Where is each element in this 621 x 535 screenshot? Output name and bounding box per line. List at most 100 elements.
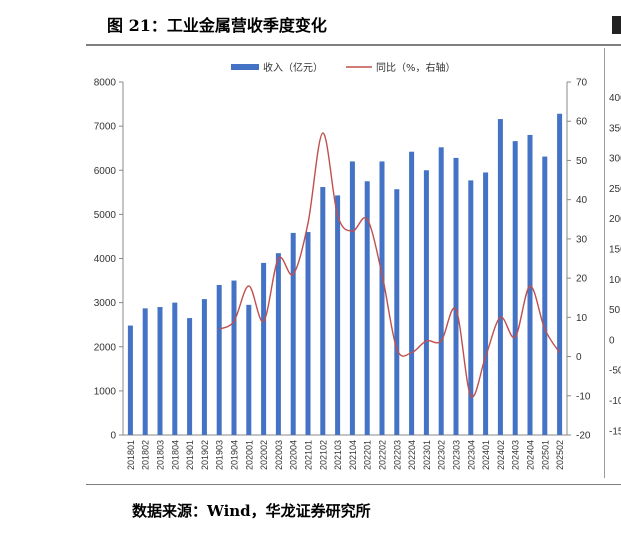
bar-2021Q4 (349, 161, 355, 435)
x-tick-label: 202001 (244, 440, 254, 470)
bar-2020Q3 (275, 253, 281, 435)
adjacent-tick-label: -100 (609, 396, 621, 407)
bar-2019Q4 (231, 280, 237, 435)
x-tick-label: 202202 (378, 440, 388, 470)
legend-bar-swatch (231, 64, 259, 70)
line-series (218, 132, 561, 398)
x-tick-label: 202301 (422, 440, 432, 470)
legend-bar-label: 收入（亿元） (263, 61, 323, 74)
figure-title: 图 21：工业金属营收季度变化 (107, 16, 327, 35)
x-tick-label: 202104 (348, 440, 358, 470)
left-tick-label: 8000 (94, 78, 117, 89)
adjacent-tick-label: 150 (609, 245, 621, 256)
right-tick-label: 70 (576, 78, 588, 89)
bar-2018Q4 (172, 302, 178, 436)
bar-2020Q4 (290, 232, 296, 435)
bar-2025Q1 (542, 156, 548, 435)
x-tick-label: 201904 (230, 440, 240, 470)
bar-series (127, 113, 563, 436)
x-tick-label: 201803 (156, 440, 166, 470)
right-tick-label: 20 (576, 274, 588, 285)
bar-2022Q2 (379, 161, 385, 435)
x-tick-label: 202404 (526, 440, 536, 470)
x-tick-label: 202502 (555, 440, 565, 470)
x-tick-label: 202102 (318, 440, 328, 470)
x-tick-label: 202303 (452, 440, 462, 470)
bar-2021Q2 (320, 187, 326, 435)
bar-2018Q3 (157, 307, 163, 435)
adjacent-figure-title-fragment (612, 16, 621, 34)
bar-2023Q2 (438, 147, 444, 435)
bar-2022Q3 (394, 189, 400, 435)
x-tick-label: 201801 (126, 440, 136, 470)
right-tick-label: 0 (576, 352, 582, 363)
x-tick-label: 201902 (200, 440, 210, 470)
right-tick-label: -20 (576, 431, 591, 442)
bar-2022Q4 (409, 151, 415, 435)
x-tick-label: 202101 (304, 440, 314, 470)
bar-2022Q1 (364, 181, 370, 435)
bar-2019Q2 (201, 299, 207, 435)
x-axis-ticks: 201801 201802 201803 201804 201901 201902 2019… (126, 440, 565, 470)
x-tick-label: 202003 (274, 440, 284, 470)
x-tick-label: 202501 (540, 440, 550, 470)
left-tick-label: 4000 (94, 254, 117, 265)
bottom-rule (86, 484, 621, 485)
x-tick-label: 202304 (466, 440, 476, 470)
x-tick-label: 202103 (333, 440, 343, 470)
x-tick-label: 202403 (511, 440, 521, 470)
right-tick-label: 60 (576, 117, 588, 128)
right-axis-ticks: -20 -10 0 10 20 30 40 50 60 70 (567, 78, 591, 442)
right-tick-label: 50 (576, 156, 588, 167)
bar-2023Q4 (468, 180, 474, 435)
x-tick-label: 202203 (392, 440, 402, 470)
adjacent-tick-label: 350 (609, 123, 621, 134)
right-tick-label: 30 (576, 234, 588, 245)
x-tick-label: 202004 (289, 440, 299, 470)
adjacent-tick-label: 50 (609, 305, 621, 316)
legend-line-label: 同比（%，右轴） (376, 61, 456, 74)
bar-2024Q2 (497, 119, 503, 435)
bar-2021Q3 (335, 195, 341, 435)
x-tick-label: 202201 (363, 440, 373, 470)
x-tick-label: 202401 (481, 440, 491, 470)
adjacent-tick-label: 400 (609, 93, 621, 104)
x-tick-label: 202302 (437, 440, 447, 470)
bar-2025Q2 (557, 113, 563, 436)
adjacent-tick-label: 100 (609, 275, 621, 286)
bar-2020Q2 (261, 262, 267, 435)
x-tick-label: 201802 (141, 440, 151, 470)
bar-2020Q1 (246, 304, 252, 435)
bar-2019Q1 (187, 318, 193, 435)
bar-2024Q1 (483, 172, 489, 435)
bar-2018Q1 (127, 325, 133, 435)
left-axis-ticks: 0 1000 2000 3000 4000 5000 6000 7000 8000 (94, 78, 123, 442)
left-tick-label: 0 (110, 431, 116, 442)
right-tick-label: -10 (576, 391, 591, 402)
left-tick-label: 1000 (94, 386, 117, 397)
adjacent-tick-label: -50 (609, 366, 621, 377)
x-tick-label: 202002 (259, 440, 269, 470)
adjacent-chart-ticks: 400 350 300 250 200 150 100 50 0 -50 -100 -150 (609, 93, 621, 437)
column-divider (604, 48, 605, 478)
adjacent-tick-label: -150 (609, 426, 621, 437)
bar-2021Q1 (305, 232, 311, 435)
right-tick-label: 40 (576, 195, 588, 206)
left-tick-label: 5000 (94, 210, 117, 221)
legend: 收入（亿元） 同比（%，右轴） (231, 61, 456, 74)
x-tick-label: 201901 (185, 440, 195, 470)
bar-2023Q1 (423, 170, 429, 435)
left-tick-label: 2000 (94, 342, 117, 353)
x-tick-label: 202402 (496, 440, 506, 470)
source-note: 数据来源：Wind，华龙证券研究所 (132, 502, 371, 520)
x-tick-label: 201903 (215, 440, 225, 470)
adjacent-tick-label: 250 (609, 184, 621, 195)
left-tick-label: 7000 (94, 122, 117, 133)
bar-2023Q3 (453, 157, 459, 435)
adjacent-tick-label: 200 (609, 214, 621, 225)
yoy-line (218, 132, 561, 398)
adjacent-tick-label: 300 (609, 154, 621, 165)
left-tick-label: 3000 (94, 298, 117, 309)
adjacent-tick-label: 0 (609, 335, 615, 346)
